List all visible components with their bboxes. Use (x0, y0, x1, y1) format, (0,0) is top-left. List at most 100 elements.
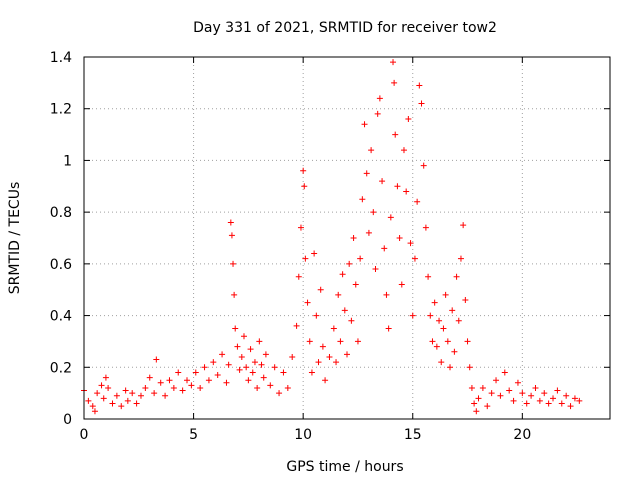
data-points (81, 59, 583, 415)
data-point (129, 390, 136, 397)
data-point (230, 260, 237, 267)
data-point (497, 392, 504, 399)
data-point (464, 338, 471, 345)
data-point (383, 291, 390, 298)
data-point (105, 384, 112, 391)
data-point (249, 369, 256, 376)
data-point (372, 266, 379, 273)
y-tick-label: 0.6 (50, 257, 72, 273)
data-point (370, 209, 377, 216)
data-point (245, 377, 252, 384)
data-point (357, 255, 364, 262)
data-point (405, 116, 412, 123)
data-point (236, 366, 243, 373)
data-point (205, 377, 212, 384)
data-point (251, 359, 258, 366)
plot-frame (83, 56, 611, 420)
data-point (302, 255, 309, 262)
data-point (365, 229, 372, 236)
data-point (322, 377, 329, 384)
data-point (350, 235, 357, 241)
data-point (192, 369, 199, 376)
data-point (361, 121, 368, 128)
data-point (100, 395, 107, 402)
data-point (326, 353, 333, 360)
data-point (258, 361, 265, 368)
data-point (379, 178, 386, 185)
y-axis-label: SRMTID / TECUs (7, 182, 23, 295)
data-point (576, 397, 583, 404)
data-point (571, 395, 578, 402)
data-point (514, 379, 521, 386)
data-point (532, 384, 539, 391)
data-point (188, 382, 195, 389)
data-point (330, 325, 337, 332)
data-point (425, 273, 432, 280)
y-tick-label: 1.4 (50, 50, 72, 66)
data-point (506, 387, 513, 394)
data-point (462, 297, 469, 304)
data-point (431, 299, 438, 306)
data-point (427, 312, 434, 319)
data-point (440, 325, 447, 332)
data-point (306, 338, 313, 345)
data-point (228, 232, 235, 239)
data-point (256, 338, 263, 345)
data-point (271, 364, 278, 371)
data-point (276, 390, 283, 397)
data-point (289, 353, 296, 360)
data-point (91, 408, 98, 415)
data-point (433, 343, 440, 350)
chart-title: Day 331 of 2021, SRMTID for receiver tow… (193, 20, 497, 36)
data-point (94, 390, 101, 397)
data-point (545, 400, 552, 407)
data-point (295, 273, 302, 280)
data-point (175, 369, 182, 376)
data-point (297, 224, 304, 231)
data-point (102, 374, 109, 381)
data-point (484, 403, 491, 410)
data-point (240, 333, 247, 340)
data-point (374, 110, 381, 117)
data-point (455, 317, 462, 324)
data-point (387, 214, 394, 221)
data-point (260, 374, 267, 381)
data-point (247, 346, 254, 353)
data-point (460, 222, 467, 229)
data-point (354, 338, 361, 345)
x-tick-label: 5 (189, 427, 198, 443)
data-point (118, 403, 125, 410)
data-point (409, 312, 416, 319)
data-point (153, 356, 160, 363)
data-point (238, 353, 245, 360)
data-point (449, 307, 456, 314)
data-point (262, 351, 269, 358)
data-point (223, 379, 230, 386)
data-point (558, 400, 565, 407)
data-point (429, 338, 436, 345)
x-tick-label: 15 (404, 427, 422, 443)
y-tick-label: 1.2 (50, 102, 72, 118)
data-point (317, 286, 324, 293)
data-point (411, 255, 418, 262)
data-point (142, 384, 149, 391)
data-point (420, 162, 427, 169)
x-tick-label: 0 (80, 427, 89, 443)
data-point (335, 291, 342, 298)
data-point (333, 359, 340, 366)
data-point (523, 400, 530, 407)
data-point (391, 79, 398, 86)
y-tick-label: 1 (63, 153, 72, 169)
data-point (447, 364, 454, 371)
data-point (231, 291, 238, 298)
data-point (396, 235, 403, 241)
data-point (519, 390, 526, 397)
data-point (344, 351, 350, 358)
data-point (157, 379, 164, 386)
data-point (554, 387, 561, 394)
data-point (311, 250, 318, 257)
axis-ticks (83, 56, 610, 420)
data-point (201, 364, 208, 371)
data-point (184, 377, 191, 384)
